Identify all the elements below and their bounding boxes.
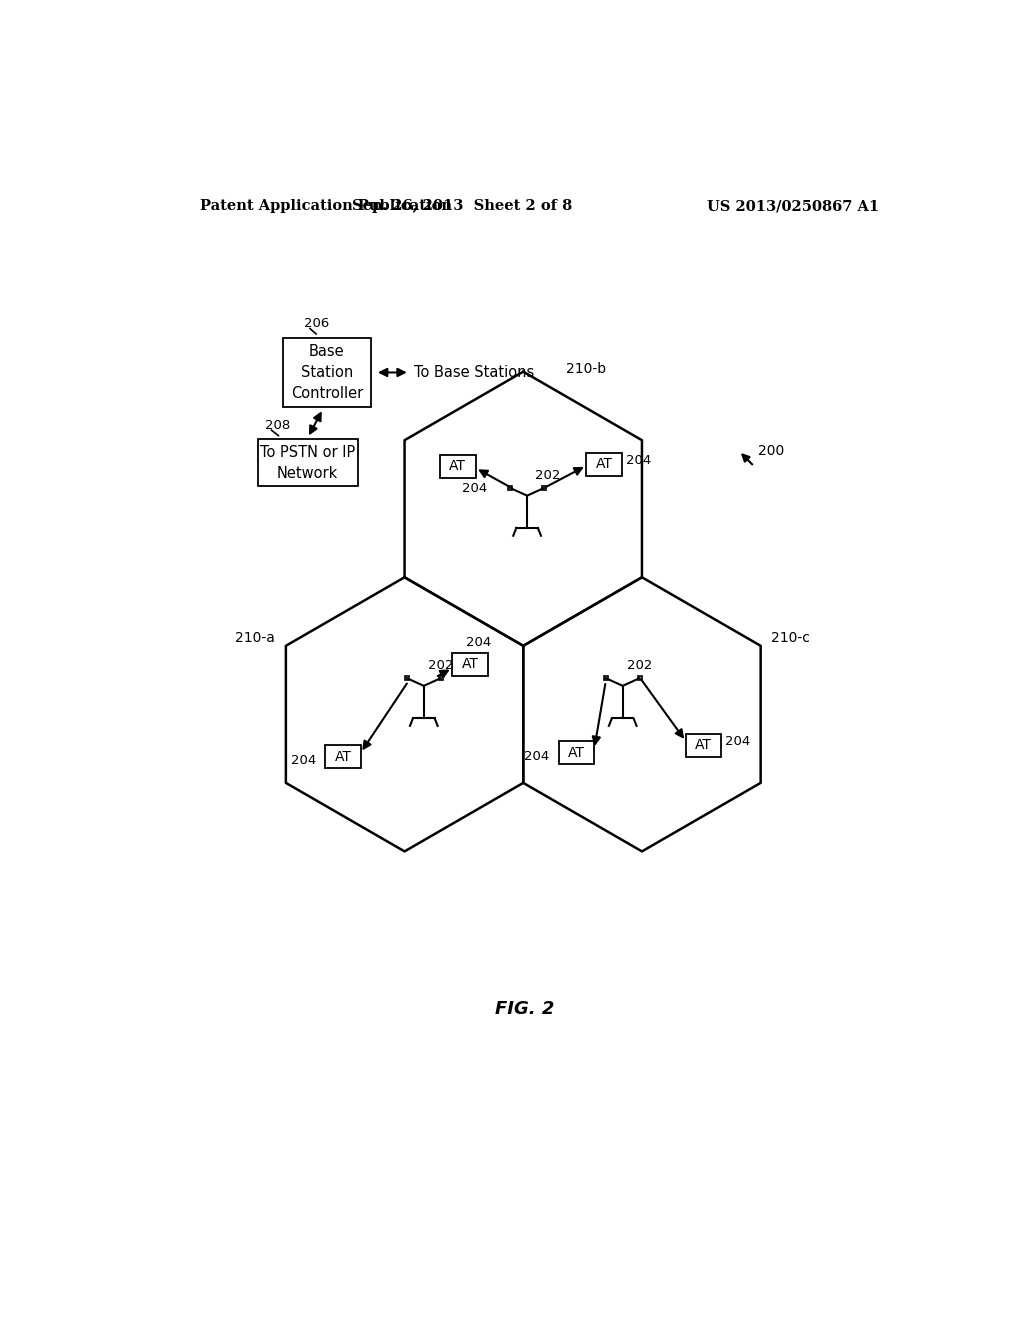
FancyBboxPatch shape [604,676,607,680]
Text: AT: AT [462,657,478,672]
Text: AT: AT [596,457,612,471]
Text: 210-a: 210-a [236,631,275,645]
FancyBboxPatch shape [439,676,442,680]
Text: 204: 204 [462,482,486,495]
Text: 202: 202 [535,469,560,482]
Text: To PSTN or IP
Network: To PSTN or IP Network [260,445,355,480]
Text: 206: 206 [304,317,329,330]
Text: 210-b: 210-b [565,362,606,376]
Text: 200: 200 [758,444,784,458]
FancyBboxPatch shape [638,676,642,680]
Text: 202: 202 [428,659,453,672]
Text: AT: AT [695,738,712,752]
Text: FIG. 2: FIG. 2 [496,1001,554,1018]
Text: Patent Application Publication: Patent Application Publication [200,199,452,213]
FancyBboxPatch shape [559,742,594,764]
Text: US 2013/0250867 A1: US 2013/0250867 A1 [707,199,879,213]
FancyBboxPatch shape [326,744,360,768]
Text: AT: AT [568,746,585,760]
FancyBboxPatch shape [453,653,487,676]
Text: 204: 204 [466,636,492,649]
FancyBboxPatch shape [283,338,371,407]
Text: 204: 204 [725,735,751,748]
FancyBboxPatch shape [404,676,409,680]
Text: AT: AT [335,750,351,764]
Text: 210-c: 210-c [771,631,810,645]
FancyBboxPatch shape [440,455,475,478]
Text: 208: 208 [265,418,291,432]
Text: 204: 204 [524,750,550,763]
Text: 204: 204 [291,754,316,767]
Text: 202: 202 [627,659,652,672]
FancyBboxPatch shape [258,440,357,486]
FancyBboxPatch shape [508,486,512,490]
Text: 204: 204 [626,454,651,467]
FancyBboxPatch shape [587,453,622,475]
Text: To Base Stations: To Base Stations [414,364,534,380]
Text: Base
Station
Controller: Base Station Controller [291,345,364,401]
FancyBboxPatch shape [542,486,546,490]
Text: AT: AT [450,459,466,474]
FancyBboxPatch shape [686,734,721,756]
Text: Sep. 26, 2013  Sheet 2 of 8: Sep. 26, 2013 Sheet 2 of 8 [351,199,571,213]
